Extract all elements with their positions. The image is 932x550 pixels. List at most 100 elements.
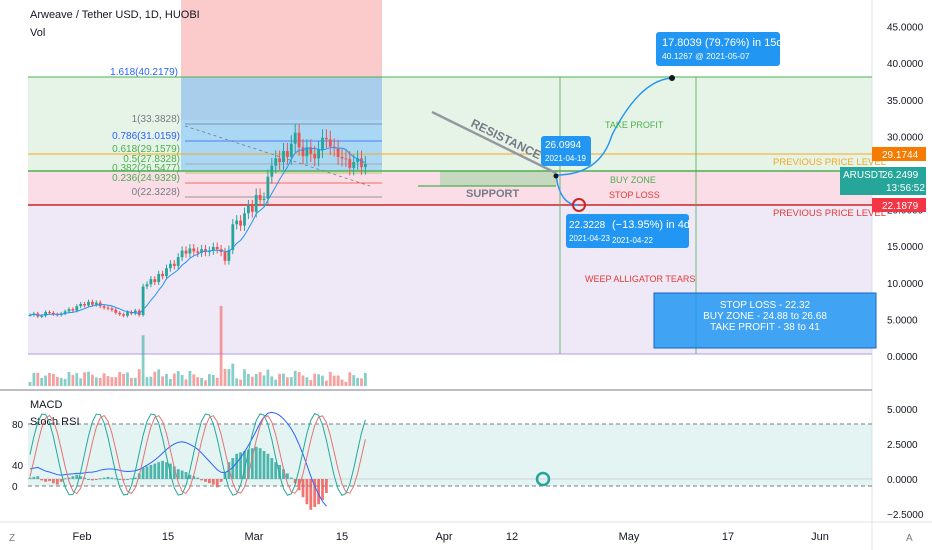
volume-bar [75, 373, 79, 386]
candle-body [247, 205, 250, 214]
price-tick: 15.0000 [887, 242, 924, 253]
macd-hist [102, 477, 106, 479]
target-callout [656, 32, 780, 66]
target-main-text: 17.8039 (79.76%) in 15d [662, 37, 782, 49]
volume-bar [340, 379, 344, 386]
macd-line [29, 411, 327, 507]
candle-body [223, 252, 227, 261]
candle-body [196, 251, 200, 253]
volume-bar [133, 377, 137, 386]
volume-bar [328, 371, 332, 386]
low-main-text: (−13.95%) in 4d [612, 219, 690, 231]
candle-body [63, 311, 67, 314]
countdown-text: 13:56:52 [886, 183, 925, 194]
candle-body [289, 143, 293, 157]
macd-hist [211, 479, 215, 485]
macd-hist [71, 476, 75, 479]
volume-bar [83, 372, 86, 386]
volume-bar [301, 375, 305, 386]
macd-hist [321, 479, 324, 500]
volume-bar [243, 369, 246, 386]
prev-level-text-bottom: PREVIOUS PRICE LEVEL [773, 208, 886, 219]
volume-bar [317, 374, 320, 386]
candle-body [325, 137, 328, 140]
volume-bar [352, 375, 356, 386]
candle-body [278, 158, 281, 163]
price-tick: 45.0000 [887, 23, 924, 34]
time-tick: Apr [435, 531, 452, 543]
volume-bar [98, 377, 102, 386]
candle-body [344, 158, 348, 160]
last-price-tag [840, 167, 926, 195]
time-tick: May [619, 531, 640, 543]
candle-body [258, 194, 262, 201]
candle-body [114, 309, 118, 313]
macd-hist [98, 478, 102, 480]
macd-hist [243, 451, 246, 479]
volume-bar [309, 380, 313, 386]
candle-body [282, 151, 285, 163]
volume-bar [325, 380, 328, 386]
candle-body [75, 306, 79, 311]
volume-bar [91, 374, 94, 386]
macd-hist [208, 479, 211, 484]
price-tick: 0.0000 [887, 352, 918, 363]
volume-bar [239, 379, 242, 386]
fib-label: 0.382(26.5477) [112, 163, 180, 174]
price-tag-top-text: 29.1744 [882, 150, 919, 161]
volume-bar [153, 371, 157, 386]
candle-body [254, 194, 258, 212]
volume-bar [141, 335, 145, 386]
price-tick: 5.0000 [887, 315, 918, 326]
candle-body [250, 205, 254, 212]
macd-hist [180, 470, 184, 479]
candle-body [153, 279, 157, 283]
time-tick: Feb [73, 531, 92, 543]
volume-bar [188, 371, 192, 386]
candle-body [313, 153, 317, 159]
candle-body [133, 310, 137, 314]
candle-body [52, 312, 55, 315]
macd-hist [176, 469, 180, 479]
volume-bar [332, 375, 336, 386]
candle-body [106, 307, 110, 309]
time-tick: 12 [506, 531, 518, 543]
volume-bar [40, 377, 44, 386]
macd-hist [200, 479, 203, 481]
support-text: SUPPORT [466, 188, 519, 200]
macd-hist [278, 465, 281, 479]
candle-body [188, 248, 192, 254]
volume-bar [247, 373, 250, 386]
volume-bar [87, 371, 90, 386]
macd-hist [196, 477, 200, 479]
candle-body [227, 249, 231, 261]
low-marker [572, 198, 586, 212]
volume-bar [215, 377, 219, 386]
high-val-text: 26.0994 [545, 140, 582, 151]
volume-bar [94, 377, 98, 386]
macd-hist [161, 460, 164, 479]
macd-hist [67, 477, 71, 479]
macd-hist [149, 465, 153, 479]
candle-body [83, 304, 86, 306]
stop-loss-text: STOP LOSS [609, 190, 660, 200]
macd-hist [133, 477, 137, 479]
macd-hist [118, 479, 122, 480]
macd-hist [36, 476, 40, 479]
volume-bar [180, 375, 184, 386]
candle-body [293, 132, 297, 144]
macd-marker [535, 471, 551, 487]
candle-body [161, 274, 164, 277]
candle-body [102, 306, 106, 308]
candle-body [87, 301, 90, 306]
macd-hist [274, 462, 278, 479]
candle-body [321, 137, 324, 150]
volume-bar [344, 381, 348, 386]
volume-bar [293, 370, 297, 386]
volume-bar [250, 376, 254, 386]
projection-down [555, 174, 579, 206]
volume-bar [79, 378, 83, 386]
symbol-text: ARUSDT [843, 170, 884, 181]
macd-hist [297, 479, 301, 491]
